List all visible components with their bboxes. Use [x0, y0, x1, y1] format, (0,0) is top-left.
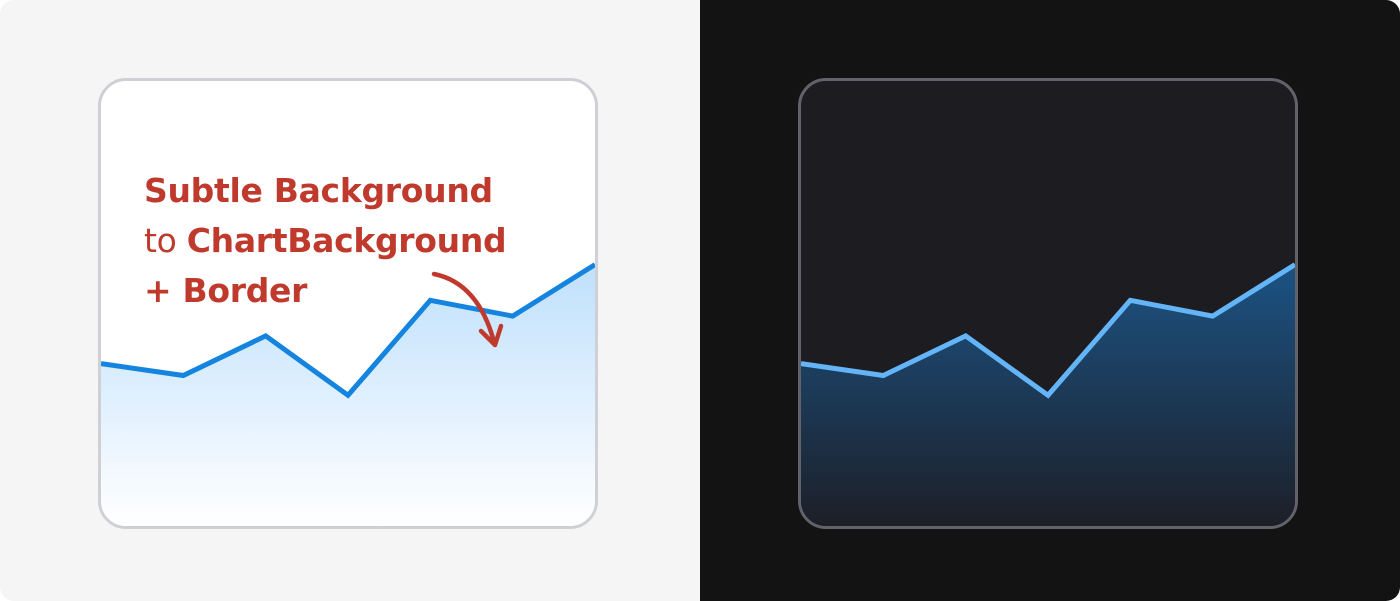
dark-chart-card — [798, 78, 1298, 529]
light-chart-card — [98, 78, 598, 529]
annotation-line-1: Subtle Background — [144, 171, 493, 210]
curved-arrow-icon — [431, 271, 504, 348]
annotation-text: Subtle Background to ChartBackground + B… — [144, 166, 507, 316]
dark-area-chart — [801, 262, 1295, 526]
light-area-chart — [101, 262, 595, 526]
dark-series-line — [801, 262, 1295, 399]
dark-theme-panel — [700, 0, 1400, 601]
annotation-line-3: + Border — [144, 271, 308, 310]
light-theme-panel: Subtle Background to ChartBackground + B… — [98, 78, 598, 529]
annotation-line-2-bold: ChartBackground — [186, 221, 507, 260]
light-series-line — [101, 262, 595, 399]
annotation-line-2-prefix: to — [144, 221, 187, 260]
